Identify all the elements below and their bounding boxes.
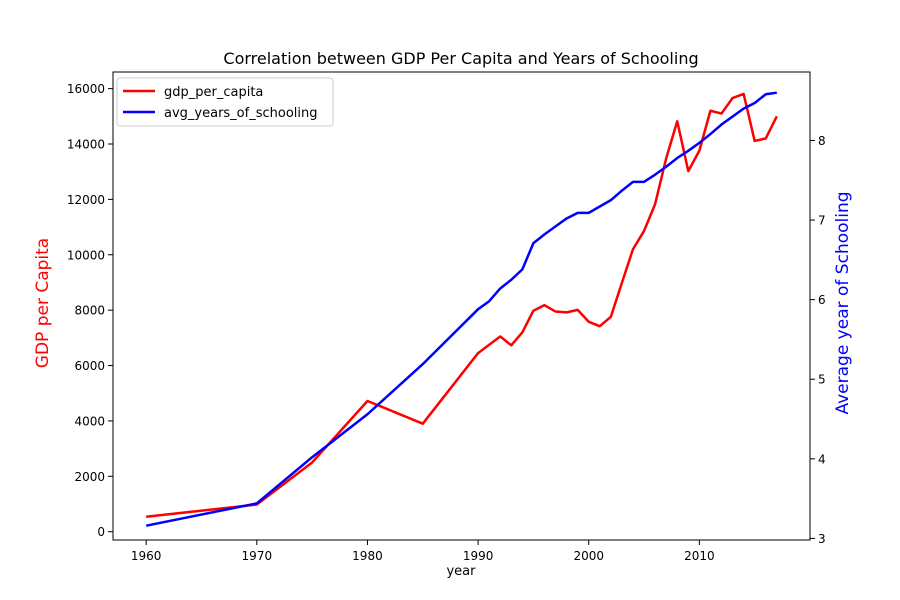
- x-tick-label: 1970: [242, 549, 273, 563]
- y-left-tick-label: 6000: [74, 359, 105, 373]
- y-right-tick-label: 8: [818, 134, 826, 148]
- legend-label-gdp: gdp_per_capita: [164, 85, 263, 100]
- legend-label-schooling: avg_years_of_schooling: [164, 106, 318, 121]
- legend-box: [116, 77, 334, 127]
- y-left-tick-label: 10000: [67, 248, 105, 262]
- series-line-schooling: [145, 91, 777, 527]
- plot-area: 1960 1970 1980 1990 2000 2010 0 2000 4000 6000 800…: [67, 71, 826, 563]
- y-right-tick-label: 6: [818, 293, 826, 307]
- x-axis-label: year: [446, 564, 476, 579]
- y-axis-right-label: Average year of Schooling: [833, 191, 853, 414]
- y-right-tick-label: 7: [818, 214, 826, 228]
- y-left-tick-label: 14000: [67, 138, 105, 152]
- x-tick-label: 1990: [463, 549, 494, 563]
- x-tick-label: 1980: [352, 549, 383, 563]
- y-left-tick-label: 0: [97, 525, 105, 539]
- chart-title: Correlation between GDP Per Capita and Y…: [223, 49, 698, 68]
- y-left-tick-label: 2000: [74, 470, 105, 484]
- x-tick-label: 2000: [573, 549, 604, 563]
- x-tick-label: 2010: [684, 549, 715, 563]
- legend: gdp_per_capita avg_years_of_schooling: [116, 77, 334, 127]
- plot-frame: [112, 71, 811, 541]
- series-line-gdp: [146, 92, 778, 518]
- y-axis-left-label: GDP per Capita: [33, 238, 53, 368]
- y-left-tick-label: 8000: [74, 304, 105, 318]
- y-left-tick-label: 4000: [74, 414, 105, 428]
- y-right-tick-label: 3: [818, 532, 826, 546]
- y-right-tick-label: 5: [818, 373, 826, 387]
- y-left-tick-label: 16000: [67, 82, 105, 96]
- y-right-tick-label: 4: [818, 452, 826, 466]
- x-tick-label: 1960: [131, 549, 162, 563]
- y-left-tick-label: 12000: [67, 193, 105, 207]
